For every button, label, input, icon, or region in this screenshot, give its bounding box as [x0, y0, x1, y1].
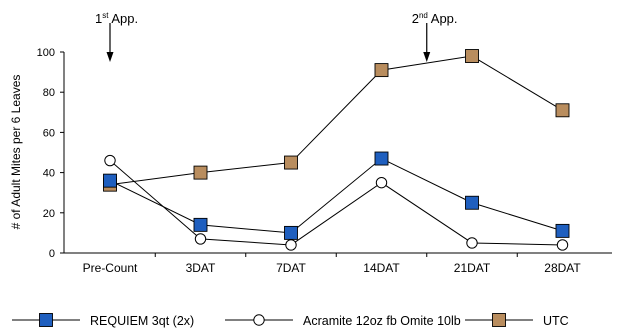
x-tick-label: 21DAT: [454, 261, 491, 275]
series-1: [104, 154, 569, 251]
legend-item-2: UTC: [465, 313, 569, 328]
annotations: 1st App. 2nd App.: [95, 11, 458, 62]
data-point: [374, 151, 389, 166]
data-point: [194, 233, 207, 245]
y-tick-label: 20: [43, 208, 55, 220]
x-tick-label: 3DAT: [186, 261, 216, 275]
series-line: [109, 160, 563, 246]
series-0: [103, 151, 570, 240]
data-point: [193, 217, 208, 232]
legend-item-0: REQUIEM 3qt (2x): [12, 313, 194, 328]
series-2: [103, 49, 570, 192]
x-tick-label: Pre-Count: [83, 261, 138, 275]
data-point: [104, 154, 116, 167]
data-point: [465, 49, 479, 63]
series-line: [109, 157, 563, 234]
data-point: [466, 237, 478, 249]
annotation-arrow-head: [423, 52, 431, 62]
x-axis: Pre-Count 3DAT 7DAT 14DAT 21DAT 28DAT: [64, 252, 612, 275]
data-point: [193, 165, 208, 180]
data-point: [555, 223, 570, 238]
x-ticks: Pre-Count 3DAT 7DAT 14DAT 21DAT 28DAT: [83, 253, 581, 275]
data-point: [374, 63, 389, 78]
data-point: [285, 239, 297, 251]
annotation-arrow-head: [106, 52, 114, 62]
x-tick-label: 7DAT: [276, 261, 306, 275]
legend: REQUIEM 3qt (2x) Acramite 12oz fb Omite 1…: [12, 313, 569, 328]
annotation-label: 1st App.: [95, 11, 138, 26]
legend-label: UTC: [543, 314, 569, 328]
y-ticks: 0 20 40 60 80 100: [37, 47, 64, 260]
y-tick-label: 100: [37, 47, 55, 59]
legend-label: Acramite 12oz fb Omite 10lb: [303, 314, 461, 328]
legend-marker: [492, 313, 506, 327]
legend-item-1: Acramite 12oz fb Omite 10lb: [225, 314, 461, 328]
y-tick-label: 60: [43, 127, 55, 139]
y-tick-label: 40: [43, 168, 55, 180]
y-tick-label: 0: [49, 248, 55, 260]
y-axis: 0 20 40 60 80 100: [37, 47, 65, 260]
data-point: [103, 173, 117, 188]
data-point: [375, 176, 388, 189]
y-axis-label: # of Adult Mites per 6 Leaves: [9, 75, 23, 230]
series: [103, 49, 570, 251]
series-line: [109, 55, 563, 186]
data-point: [284, 155, 298, 170]
x-tick-label: 14DAT: [363, 261, 400, 275]
y-tick-label: 80: [43, 87, 55, 99]
annotation-label: 2nd App.: [412, 11, 458, 26]
data-point: [465, 195, 479, 210]
legend-marker: [253, 314, 265, 326]
legend-label: REQUIEM 3qt (2x): [90, 314, 194, 328]
data-point: [284, 225, 298, 240]
legend-marker: [39, 313, 53, 327]
x-tick-label: 28DAT: [544, 261, 581, 275]
data-point: [555, 103, 570, 118]
data-point: [556, 239, 569, 251]
